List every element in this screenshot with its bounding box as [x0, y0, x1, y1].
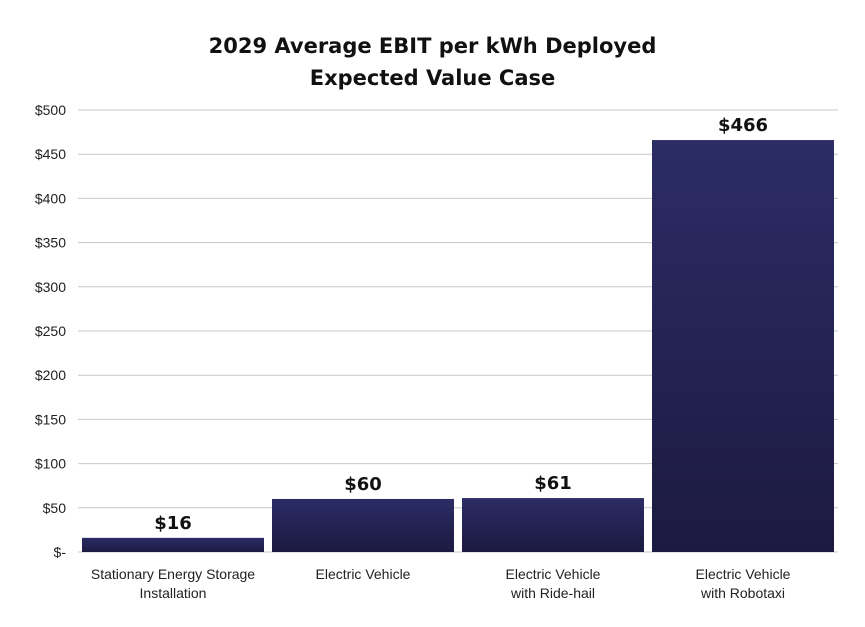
category-label-line: Electric Vehicle: [696, 566, 791, 582]
bar: [652, 140, 834, 552]
y-tick-label: $50: [43, 500, 67, 516]
category-label-line: with Ride-hail: [510, 585, 595, 601]
bars: [82, 140, 834, 552]
y-tick-label: $100: [35, 456, 66, 472]
data-label: $466: [718, 115, 768, 136]
category-label: Electric Vehicle with Robotaxi: [696, 566, 791, 601]
chart-title: 2029 Average EBIT per kWh Deployed: [208, 34, 657, 58]
chart-title-block: 2029 Average EBIT per kWh Deployed Expec…: [0, 30, 865, 94]
y-tick-label: $250: [35, 323, 66, 339]
data-label: $16: [154, 513, 192, 534]
category-label-line: with Robotaxi: [700, 585, 785, 601]
data-label: $60: [344, 474, 382, 495]
category-labels: Stationary Energy Storage Installation Ele…: [91, 566, 791, 601]
category-label: Electric Vehicle with Ride-hail: [506, 566, 601, 601]
category-label-line: Electric Vehicle: [316, 566, 411, 582]
bar: [272, 498, 454, 552]
category-label: Stationary Energy Storage Installation: [91, 566, 255, 601]
y-tick-label: $-: [54, 544, 67, 560]
y-tick-label: $300: [35, 279, 66, 295]
y-tick-label: $400: [35, 190, 66, 206]
bar: [82, 537, 264, 552]
y-tick-label: $350: [35, 235, 66, 251]
bar: [462, 498, 644, 552]
y-tick-label: $450: [35, 146, 66, 162]
category-label: Electric Vehicle: [316, 566, 411, 582]
chart-subtitle: Expected Value Case: [309, 66, 556, 90]
y-tick-label: $200: [35, 367, 66, 383]
category-label-line: Electric Vehicle: [506, 566, 601, 582]
y-axis-ticks: $- $50 $100 $150 $200 $250 $300 $350 $400 $450 $50…: [35, 102, 66, 560]
category-label-line: Installation: [140, 585, 207, 601]
data-label: $61: [534, 473, 572, 494]
data-labels: $16 $60 $61 $466: [154, 115, 768, 534]
y-tick-label: $500: [35, 102, 66, 118]
y-tick-label: $150: [35, 411, 66, 427]
category-label-line: Stationary Energy Storage: [91, 566, 255, 582]
